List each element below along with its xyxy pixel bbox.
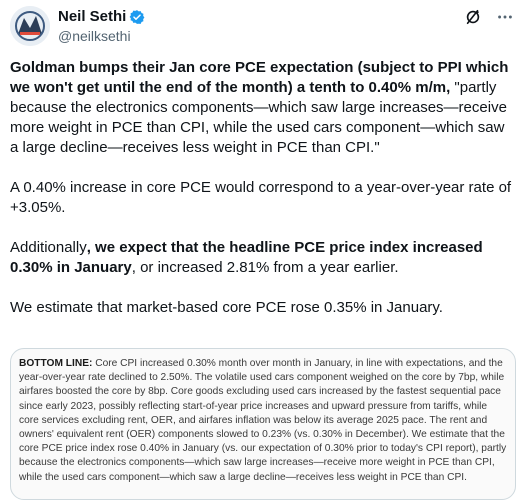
tweet-paragraph-1: Goldman bumps their Jan core PCE expecta… <box>10 58 514 158</box>
author-names: Neil Sethi @neilksethi <box>58 8 145 45</box>
avatar[interactable] <box>10 6 50 46</box>
bottom-line-label: BOTTOM LINE: <box>19 358 93 369</box>
attached-image[interactable]: BOTTOM LINE: Core CPI increased 0.30% mo… <box>10 348 516 500</box>
avatar-logo-icon <box>10 6 50 46</box>
verified-badge-icon <box>129 9 145 25</box>
author-display-name[interactable]: Neil Sethi <box>58 8 127 25</box>
more-options-icon[interactable] <box>496 8 514 26</box>
tweet-paragraph-3: Additionally, we expect that the headlin… <box>10 238 514 278</box>
bottom-line-excerpt: BOTTOM LINE: Core CPI increased 0.30% mo… <box>19 357 507 485</box>
grok-icon[interactable] <box>464 8 482 26</box>
header-actions <box>464 8 514 26</box>
tweet-paragraph-4: We estimate that market-based core PCE r… <box>10 299 443 316</box>
tweet-p1-bold: Goldman bumps their Jan core PCE expecta… <box>10 59 509 96</box>
tweet-p3-bold: , we expect that the headline PCE price … <box>10 239 483 276</box>
tweet-paragraph-2: A 0.40% increase in core PCE would corre… <box>10 179 512 216</box>
tweet-text: Goldman bumps their Jan core PCE expecta… <box>10 58 514 338</box>
tweet-p3-pre: Additionally <box>10 239 87 256</box>
tweet-p3-post: , or increased 2.81% from a year earlier… <box>131 259 399 276</box>
tweet-p1-rest: "partly because the electronics componen… <box>10 79 507 156</box>
author-handle[interactable]: @neilksethi <box>58 28 131 44</box>
tweet-header: Neil Sethi @neilksethi <box>10 6 514 46</box>
bottom-line-body: Core CPI increased 0.30% month over mont… <box>19 358 507 483</box>
